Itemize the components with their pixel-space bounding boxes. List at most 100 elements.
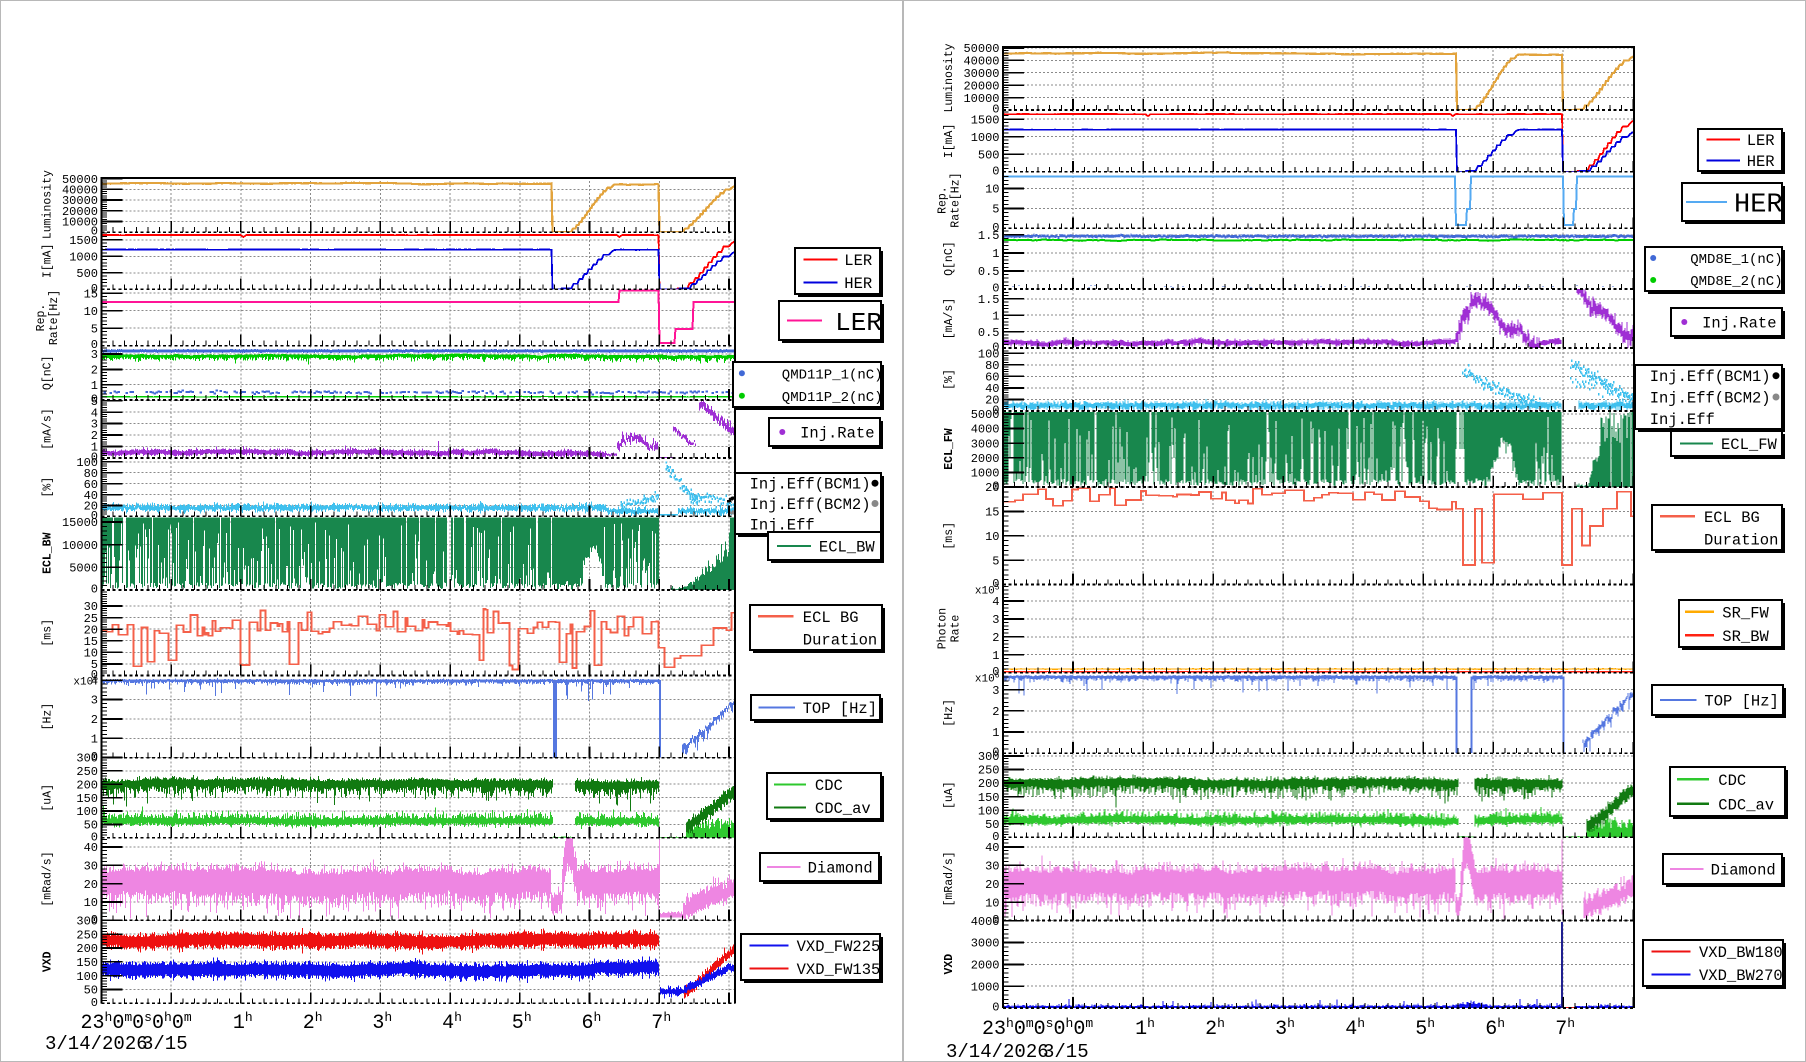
svg-text:Diamond: Diamond xyxy=(808,860,873,878)
svg-text:[mRad/s]: [mRad/s] xyxy=(42,851,55,906)
svg-text:5000: 5000 xyxy=(69,562,98,576)
svg-text:0: 0 xyxy=(91,338,98,352)
svg-text:0: 0 xyxy=(992,103,999,117)
svg-text:0: 0 xyxy=(992,830,999,844)
svg-text:23h0m0s0h0m: 23h0m0s0h0m xyxy=(982,1016,1093,1041)
svg-text:Q[nC]: Q[nC] xyxy=(943,241,956,276)
svg-text:QMD8E_2(nC): QMD8E_2(nC) xyxy=(1690,274,1782,290)
svg-text:Inj.Eff(BCM1): Inj.Eff(BCM1) xyxy=(1650,368,1771,386)
svg-text:2: 2 xyxy=(91,364,98,378)
svg-text:5: 5 xyxy=(992,554,999,568)
svg-text:30000: 30000 xyxy=(963,67,999,81)
svg-text:10: 10 xyxy=(985,183,999,197)
svg-text:30: 30 xyxy=(84,860,98,874)
svg-text:QMD8E_1(nC): QMD8E_1(nC) xyxy=(1690,252,1782,268)
svg-text:1: 1 xyxy=(91,733,98,747)
svg-text:1: 1 xyxy=(91,379,98,393)
svg-text:HER: HER xyxy=(1747,153,1775,171)
svg-text:Inj.Rate: Inj.Rate xyxy=(1702,315,1776,333)
svg-text:1: 1 xyxy=(91,441,98,455)
svg-text:[Hz]: [Hz] xyxy=(42,703,55,731)
svg-text:[Hz]: [Hz] xyxy=(943,699,956,727)
svg-text:ECL_BW: ECL_BW xyxy=(42,532,55,574)
svg-text:SR_FW: SR_FW xyxy=(1722,604,1769,622)
svg-text:40: 40 xyxy=(985,841,999,855)
svg-text:0: 0 xyxy=(992,341,999,355)
svg-text:50: 50 xyxy=(84,819,98,833)
svg-text:3/15: 3/15 xyxy=(142,1033,188,1055)
svg-text:Inj.Eff(BCM1): Inj.Eff(BCM1) xyxy=(750,476,871,494)
svg-text:0: 0 xyxy=(992,1001,999,1015)
svg-text:30000: 30000 xyxy=(62,194,98,208)
svg-text:20: 20 xyxy=(84,500,98,514)
svg-text:CDC: CDC xyxy=(1718,772,1746,790)
svg-text:0.5: 0.5 xyxy=(978,265,1000,279)
svg-text:40000: 40000 xyxy=(62,184,98,198)
svg-text:x105: x105 xyxy=(975,584,1000,598)
svg-text:2: 2 xyxy=(91,713,98,727)
svg-text:3/14/2026: 3/14/2026 xyxy=(45,1033,148,1055)
svg-text:LER: LER xyxy=(1747,132,1775,150)
svg-text:2: 2 xyxy=(91,429,98,443)
svg-text:0: 0 xyxy=(992,746,999,760)
svg-text:ECL BG: ECL BG xyxy=(803,609,859,627)
svg-text:[%]: [%] xyxy=(943,369,956,390)
svg-text:VXD: VXD xyxy=(943,954,956,975)
svg-text:100: 100 xyxy=(978,347,1000,361)
svg-text:1.5: 1.5 xyxy=(978,293,1000,307)
svg-text:1000: 1000 xyxy=(971,467,1000,481)
svg-text:CDC_av: CDC_av xyxy=(815,800,871,818)
svg-text:2: 2 xyxy=(992,631,999,645)
svg-text:5: 5 xyxy=(91,322,98,336)
svg-text:200: 200 xyxy=(978,777,1000,791)
svg-text:20: 20 xyxy=(985,394,999,408)
svg-text:80: 80 xyxy=(985,359,999,373)
svg-text:Inj.Rate: Inj.Rate xyxy=(800,425,874,443)
svg-text:20000: 20000 xyxy=(963,79,999,93)
svg-text:Rep.: Rep. xyxy=(937,186,950,214)
svg-text:Inj.Eff(BCM2): Inj.Eff(BCM2) xyxy=(750,496,871,514)
svg-text:5000: 5000 xyxy=(971,408,1000,422)
svg-text:3/14/2026: 3/14/2026 xyxy=(946,1041,1049,1062)
svg-text:LER: LER xyxy=(844,252,872,270)
svg-text:0: 0 xyxy=(91,668,98,682)
svg-text:Rep.: Rep. xyxy=(35,304,48,332)
svg-text:0: 0 xyxy=(91,583,98,597)
svg-text:0: 0 xyxy=(91,830,98,844)
svg-text:2000: 2000 xyxy=(971,959,1000,973)
svg-text:HER: HER xyxy=(1734,191,1783,221)
svg-text:3000: 3000 xyxy=(971,937,1000,951)
svg-text:100: 100 xyxy=(978,804,1000,818)
svg-text:0: 0 xyxy=(91,750,98,764)
svg-text:I[mA]: I[mA] xyxy=(42,244,55,279)
svg-text:3: 3 xyxy=(91,348,98,362)
svg-text:100: 100 xyxy=(76,805,98,819)
svg-text:QMD11P_2(nC): QMD11P_2(nC) xyxy=(782,390,883,406)
svg-text:Diamond: Diamond xyxy=(1711,862,1776,880)
svg-text:250: 250 xyxy=(978,764,1000,778)
svg-text:50000: 50000 xyxy=(62,173,98,187)
svg-text:150: 150 xyxy=(978,791,1000,805)
svg-text:Inj.Eff(BCM2): Inj.Eff(BCM2) xyxy=(1650,390,1771,408)
svg-text:50000: 50000 xyxy=(963,42,999,56)
svg-text:20: 20 xyxy=(985,878,999,892)
svg-text:1.5: 1.5 xyxy=(978,229,1000,243)
svg-text:Duration: Duration xyxy=(803,631,877,649)
svg-text:4000: 4000 xyxy=(971,423,1000,437)
svg-text:10: 10 xyxy=(84,305,98,319)
svg-text:1: 1 xyxy=(992,649,999,663)
svg-text:3000: 3000 xyxy=(971,437,1000,451)
svg-text:I[mA]: I[mA] xyxy=(943,124,956,159)
svg-text:0: 0 xyxy=(91,393,98,407)
svg-text:0: 0 xyxy=(91,225,98,239)
svg-text:TOP [Hz]: TOP [Hz] xyxy=(1704,693,1778,711)
svg-text:0: 0 xyxy=(992,665,999,679)
svg-text:3: 3 xyxy=(91,418,98,432)
svg-text:0: 0 xyxy=(91,509,98,523)
svg-text:4: 4 xyxy=(992,595,999,609)
svg-text:5: 5 xyxy=(992,203,999,217)
svg-text:100: 100 xyxy=(76,970,98,984)
svg-text:VXD: VXD xyxy=(42,951,55,972)
svg-text:15000: 15000 xyxy=(62,516,98,530)
svg-text:0: 0 xyxy=(91,451,98,465)
